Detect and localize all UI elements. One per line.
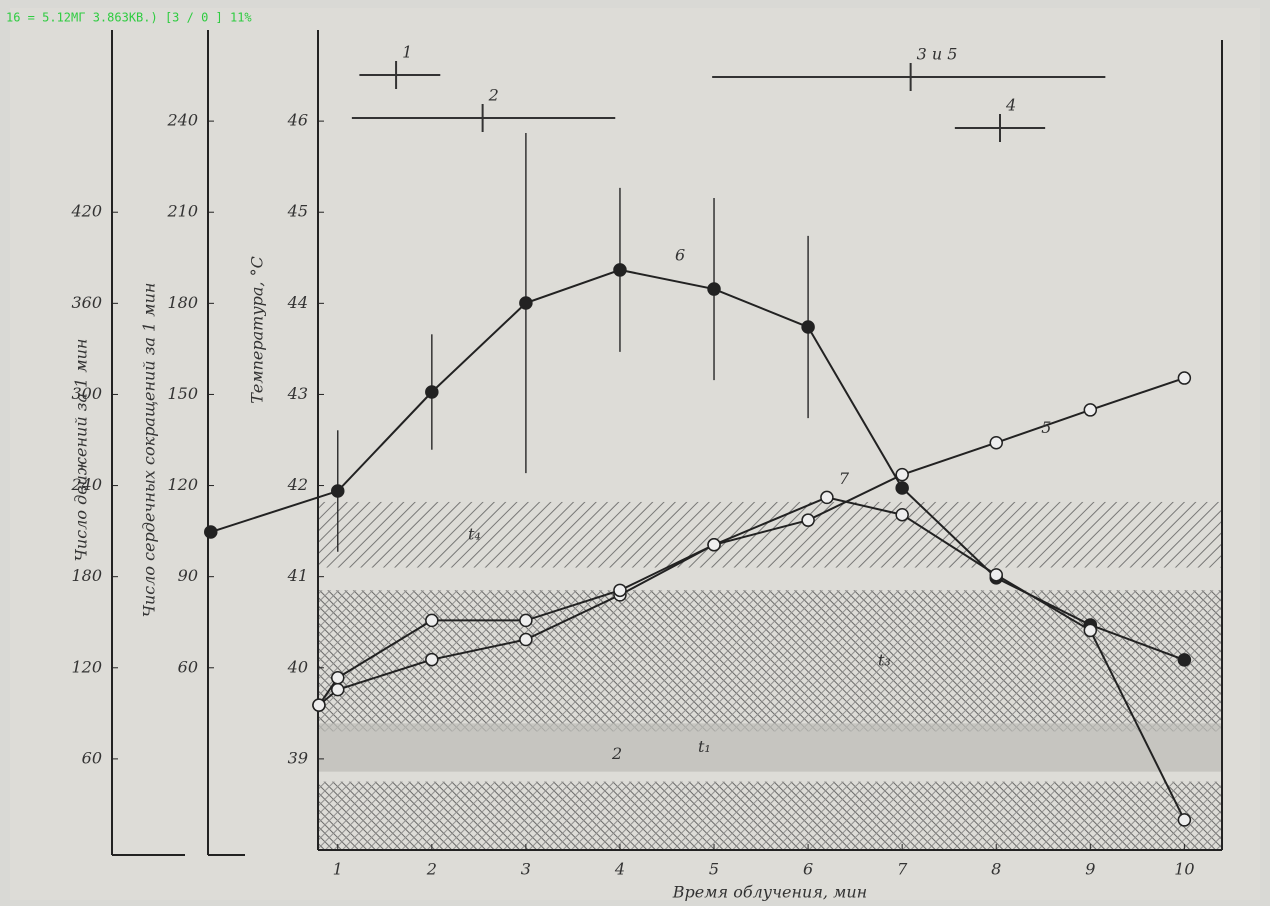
- x-tick-label: 10: [1174, 860, 1194, 879]
- x-tick-label: 6: [803, 860, 813, 879]
- y-tick-label: 44: [287, 293, 308, 312]
- data-point: [1177, 653, 1192, 667]
- series-label: 6: [675, 245, 685, 264]
- data-point: [1083, 403, 1098, 417]
- y-tick-label: 360: [71, 293, 102, 312]
- x-tick-label: 3: [521, 860, 531, 879]
- range-label: 1: [402, 43, 412, 62]
- data-point: [613, 263, 627, 277]
- status-line: 16 = 5.12МГ 3.863КВ.) [3 / 0 ] 11%: [6, 11, 252, 25]
- y-tick-label: 60: [178, 657, 198, 676]
- y-tick-label: 180: [167, 293, 198, 312]
- x-tick-label: 4: [614, 860, 625, 879]
- y3-axis-title: Число движений за 1 мин: [72, 339, 91, 562]
- band-label: t₄: [468, 524, 481, 543]
- y-tick-label: 42: [287, 475, 308, 494]
- y-tick-label: 120: [71, 657, 102, 676]
- annotation: 2: [611, 744, 622, 763]
- data-point: [989, 568, 1003, 582]
- y-tick-label: 39: [288, 748, 308, 767]
- data-point: [989, 435, 1003, 450]
- data-point: [1177, 371, 1192, 385]
- data-point: [519, 613, 533, 628]
- data-point: [425, 652, 439, 667]
- data-point: [801, 320, 815, 334]
- data-point: [425, 385, 439, 399]
- y-tick-label: 300: [71, 384, 102, 403]
- y-tick-label: 420: [70, 202, 102, 221]
- y-tick-label: 240: [70, 475, 102, 494]
- x-tick-label: 1: [333, 860, 343, 879]
- x-tick-label: 2: [426, 860, 437, 879]
- y-tick-label: 210: [166, 202, 198, 221]
- hatched-band: [318, 723, 1222, 772]
- range-label: 4: [1005, 96, 1016, 115]
- y2-axis-title: Число сердечных сокращений за 1 мин: [140, 283, 159, 618]
- y-tick-label: 43: [287, 384, 308, 403]
- data-point: [820, 490, 834, 505]
- data-point: [312, 698, 326, 712]
- range-label: 3 и 5: [917, 45, 958, 64]
- data-point: [801, 513, 815, 527]
- y-axis-title: Температура, °С: [248, 256, 267, 404]
- y-tick-label: 41: [287, 566, 308, 585]
- data-point: [707, 282, 721, 296]
- y-tick-label: 240: [166, 111, 198, 130]
- data-point: [895, 481, 909, 495]
- data-point: [331, 484, 345, 498]
- band-label: t₁: [698, 737, 711, 756]
- y-tick-label: 45: [287, 202, 308, 221]
- data-point: [895, 467, 909, 482]
- hatched-band: [318, 501, 1222, 568]
- range-label: 2: [488, 86, 499, 105]
- data-point: [1083, 623, 1098, 638]
- y-tick-label: 90: [178, 566, 198, 585]
- data-point: [519, 296, 533, 310]
- data-point: [895, 507, 909, 522]
- y-tick-label: 60: [82, 748, 102, 767]
- band-label: t₃: [878, 650, 891, 669]
- y-tick-label: 120: [167, 475, 198, 494]
- data-point: [613, 583, 627, 598]
- x-tick-label: 5: [709, 860, 719, 879]
- series-label: 5: [1041, 418, 1051, 437]
- data-point: [707, 538, 721, 552]
- x-tick-label: 7: [897, 860, 908, 879]
- y-tick-label: 150: [167, 384, 198, 403]
- data-point: [1177, 813, 1192, 827]
- data-point: [425, 613, 439, 628]
- x-axis-title: Время облучения, мин: [672, 883, 867, 902]
- y-tick-label: 46: [287, 111, 308, 130]
- x-tick-label: 8: [991, 860, 1001, 879]
- series-label: 7: [839, 469, 850, 488]
- hatched-band: [318, 781, 1222, 850]
- data-point: [204, 525, 218, 539]
- data-point: [331, 671, 345, 685]
- y-tick-label: 40: [287, 657, 308, 676]
- hatched-band: [318, 590, 1222, 732]
- x-tick-label: 9: [1085, 860, 1095, 879]
- y-tick-label: 180: [71, 566, 102, 585]
- data-point: [519, 632, 533, 647]
